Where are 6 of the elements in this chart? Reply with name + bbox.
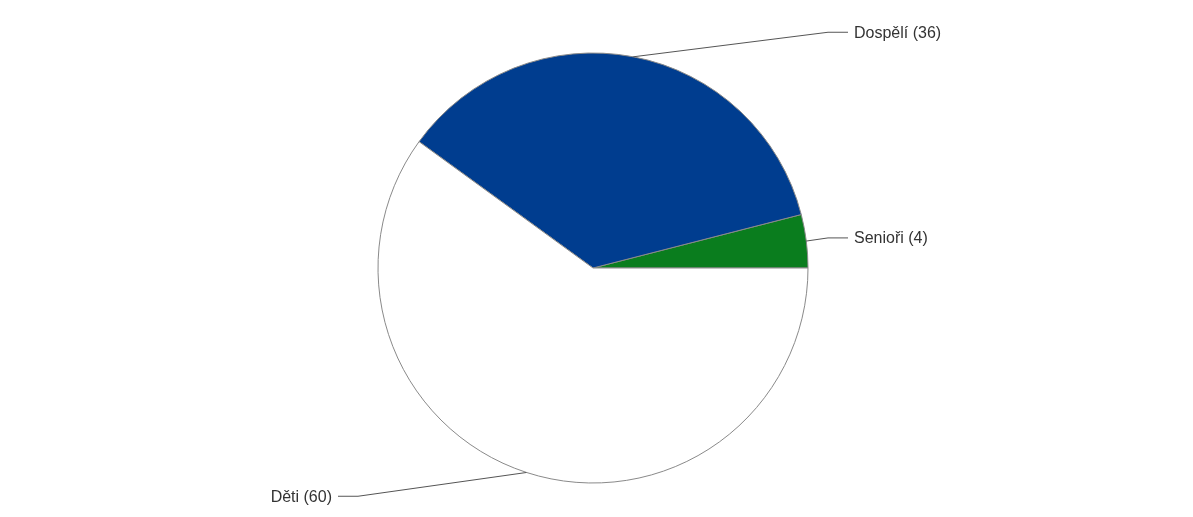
slice-label: Senioři xyxy=(854,229,904,247)
data-label: (60) xyxy=(303,487,332,505)
data-label: (36) xyxy=(912,23,942,41)
data-label: (4) xyxy=(908,229,928,247)
slice-label: Děti xyxy=(270,487,300,505)
slice-label: Dospělí xyxy=(854,23,909,41)
